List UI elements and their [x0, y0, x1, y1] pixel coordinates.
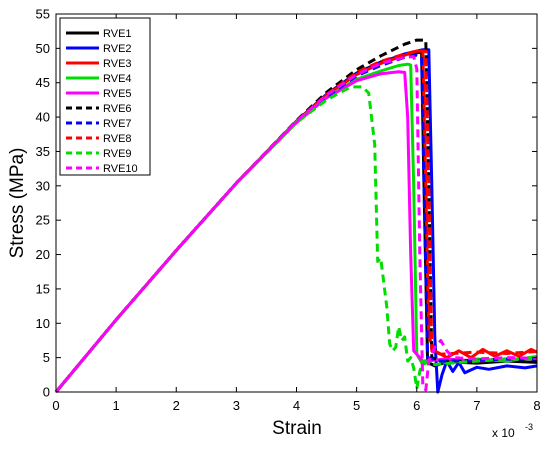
series-layer: [54, 38, 538, 394]
legend-label-rve10: RVE10: [103, 163, 138, 175]
legend-label-rve5: RVE5: [103, 88, 132, 100]
y-tick-label: 15: [36, 281, 50, 296]
y-tick-label: 50: [36, 41, 50, 56]
y-tick-label: 0: [43, 385, 50, 400]
series-line-rve6: [54, 38, 538, 393]
legend: RVE1 RVE2 RVE3 RVE4 RVE5 RVE6 RVE7 RVE8 RVE9 RVE1…: [59, 17, 151, 176]
legend-label-rve2: RVE2: [103, 43, 132, 55]
x-axis-title: Strain: [272, 418, 322, 439]
y-tick-label: 30: [36, 178, 50, 193]
x-multiplier-label: x 10: [492, 426, 515, 440]
x-tick-label: 2: [173, 398, 180, 413]
legend-label-rve8: RVE8: [103, 133, 132, 145]
legend-label-rve4: RVE4: [103, 73, 132, 85]
series-line-rve7: [54, 53, 537, 393]
legend-label-rve7: RVE7: [103, 118, 132, 130]
x-tick-label: 4: [293, 398, 300, 413]
x-tick-label: 5: [353, 398, 360, 413]
y-tick-label: 10: [36, 316, 50, 331]
y-tick-label: 35: [36, 144, 50, 159]
legend-box: [59, 17, 151, 176]
series-line-rve8: [54, 49, 538, 393]
x-tick-label: 7: [473, 398, 480, 413]
y-tick-label: 20: [36, 247, 50, 262]
x-multiplier-exponent: -3: [525, 422, 533, 432]
x-tick-label: 1: [113, 398, 120, 413]
y-tick-label: 25: [36, 213, 50, 228]
legend-label-rve6: RVE6: [103, 103, 132, 115]
y-tick-label: 45: [36, 75, 50, 90]
series-line-rve10: [54, 55, 538, 393]
y-axis-title: Stress (MPa): [7, 148, 28, 259]
legend-label-rve1: RVE1: [103, 28, 132, 40]
x-tick-label: 8: [533, 398, 540, 413]
y-tick-label: 5: [43, 350, 50, 365]
x-tick-label: 6: [413, 398, 420, 413]
legend-label-rve9: RVE9: [103, 148, 132, 160]
y-tick-label: 55: [36, 7, 50, 22]
x-tick-label: 3: [233, 398, 240, 413]
y-tick-label: 40: [36, 110, 50, 125]
x-tick-label: 0: [52, 398, 59, 413]
series-line-rve9: [54, 85, 537, 393]
legend-label-rve3: RVE3: [103, 58, 132, 70]
